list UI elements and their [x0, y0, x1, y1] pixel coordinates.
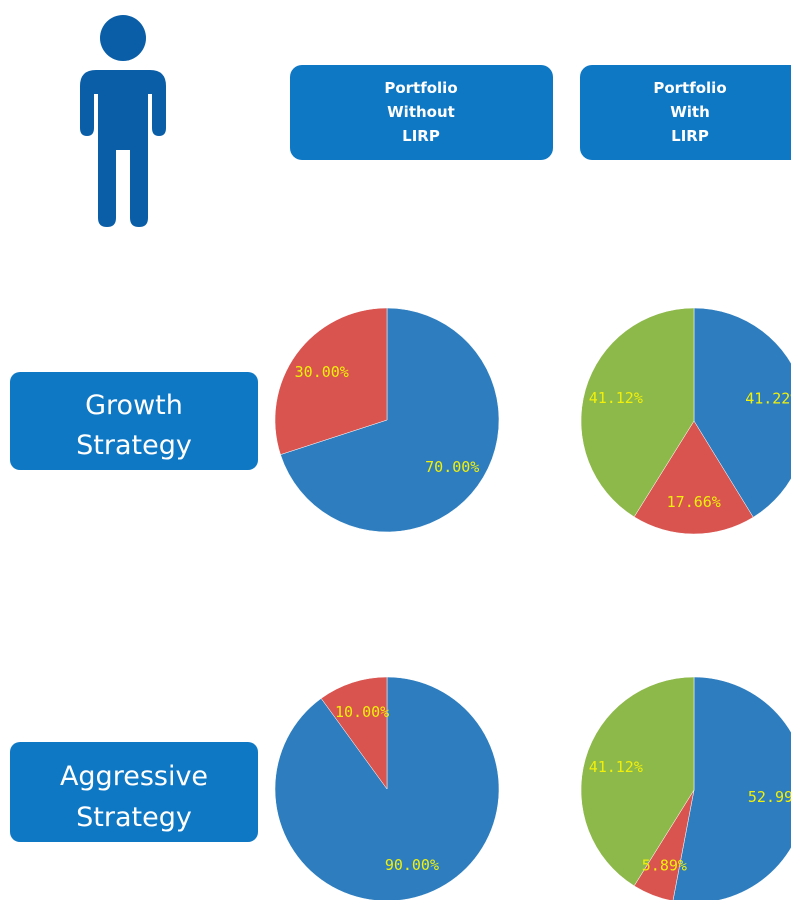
data-label: 90.00%	[385, 856, 439, 874]
data-label: 41.22%	[745, 389, 791, 407]
pie-slice	[672, 676, 791, 900]
row-header-text: Growth	[85, 390, 183, 421]
pie-slice	[274, 307, 388, 455]
data-label: 52.99%	[748, 788, 791, 806]
pie-slice	[633, 420, 754, 535]
column-header-text: Portfolio	[384, 79, 457, 97]
column-header-text: With	[670, 103, 710, 121]
row-header-text: Aggressive	[60, 761, 208, 792]
pie-slice	[280, 307, 500, 533]
column-header	[580, 65, 791, 160]
data-label: 30.00%	[295, 363, 349, 381]
pie-slice	[693, 307, 791, 518]
pie-slice	[274, 676, 500, 900]
row-header-text: Strategy	[76, 430, 192, 461]
row-header	[10, 742, 258, 842]
data-label: 41.12%	[589, 389, 643, 407]
column-header	[290, 65, 553, 160]
data-label: 41.12%	[589, 758, 643, 776]
data-label: 5.89%	[642, 856, 687, 874]
row-header-text: Strategy	[76, 802, 192, 833]
row-header	[10, 372, 258, 470]
column-header-text: LIRP	[671, 127, 709, 145]
pie-slice	[580, 307, 695, 518]
pie-slice	[580, 676, 695, 887]
column-header-text: Portfolio	[653, 79, 726, 97]
data-label: 17.66%	[667, 493, 721, 511]
column-header-text: Without	[387, 103, 455, 121]
pie-slice	[320, 676, 388, 790]
data-label: 10.00%	[335, 703, 389, 721]
column-header-text: LIRP	[402, 127, 440, 145]
person-icon	[80, 15, 166, 227]
data-label: 70.00%	[425, 458, 479, 476]
